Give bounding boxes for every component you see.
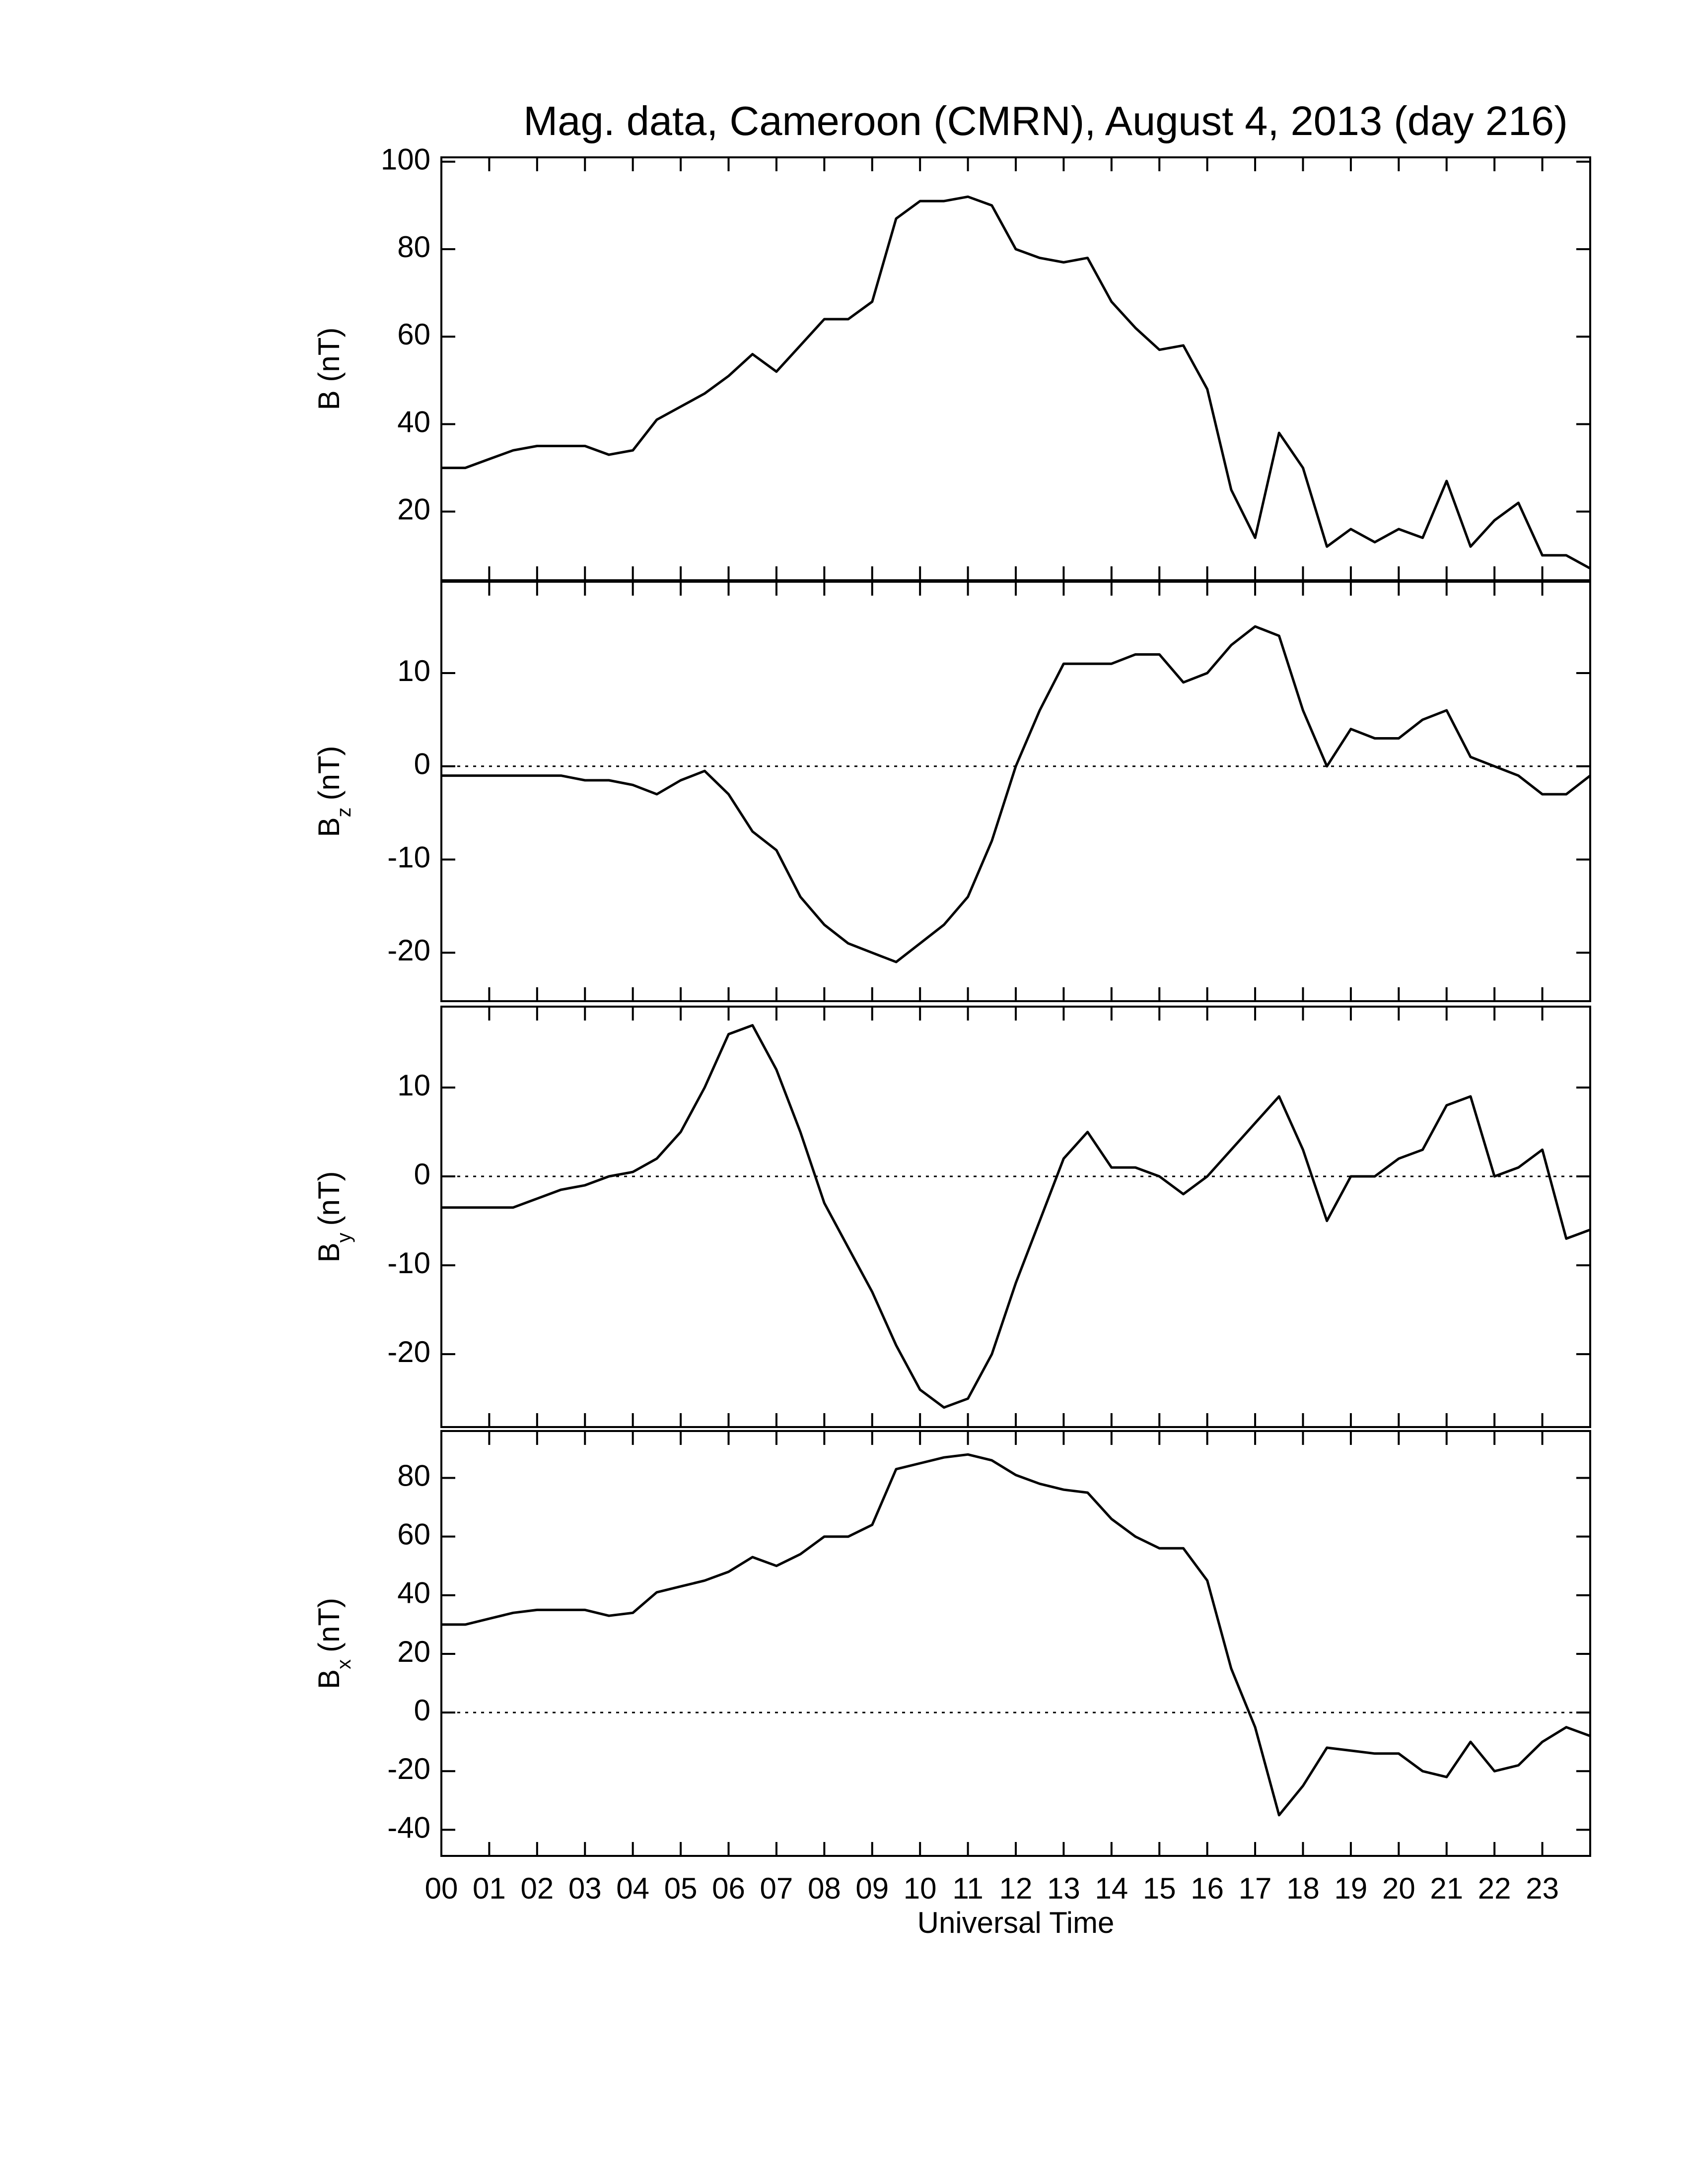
x-tick-label: 02: [520, 1872, 554, 1905]
chart-title: Mag. data, Cameroon (CMRN), August 4, 20…: [523, 98, 1568, 144]
y-label-unit: (nT): [312, 1171, 346, 1226]
data-line: [441, 1453, 1591, 1817]
y-tick-label: 20: [397, 1635, 430, 1668]
y-tick-label: 40: [397, 405, 430, 438]
y-label-sub: z: [333, 807, 355, 817]
x-tick-label: 18: [1286, 1872, 1320, 1905]
x-tick-label: 03: [568, 1872, 602, 1905]
y-axis-label: Bz (nT): [312, 746, 355, 837]
x-tick-label: 14: [1095, 1872, 1128, 1905]
y-label-main: B: [312, 1242, 346, 1262]
x-tick-label: 07: [760, 1872, 793, 1905]
x-tick-label: 11: [952, 1872, 983, 1905]
x-tick-label: 13: [1047, 1872, 1080, 1905]
y-tick-label: 10: [397, 1069, 430, 1102]
y-tick-label: 40: [397, 1576, 430, 1610]
x-tick-label: 21: [1430, 1872, 1463, 1905]
y-label-main: B: [312, 817, 346, 837]
y-tick-label: -20: [387, 1335, 430, 1368]
y-tick-label: 60: [397, 1518, 430, 1551]
x-tick-label: 00: [425, 1872, 458, 1905]
data-line: [441, 1024, 1591, 1409]
x-tick-label: 17: [1239, 1872, 1272, 1905]
x-tick-label: 01: [473, 1872, 506, 1905]
x-tick-label: 15: [1143, 1872, 1176, 1905]
x-tick-label: 04: [616, 1872, 649, 1905]
y-tick-label: 80: [397, 230, 430, 264]
x-tick-label: 06: [712, 1872, 745, 1905]
x-tick-label: 12: [999, 1872, 1033, 1905]
y-label-sub: x: [333, 1659, 355, 1669]
plot-frame: [440, 581, 1591, 1002]
y-label-main: B: [312, 1669, 346, 1689]
y-label-unit: (nT): [312, 746, 346, 800]
y-axis-label: B (nT): [312, 328, 346, 410]
x-tick-label: 22: [1478, 1872, 1511, 1905]
x-tick-label: 20: [1382, 1872, 1415, 1905]
y-label-unit: (nT): [312, 1598, 346, 1652]
y-tick-label: 0: [414, 1158, 430, 1191]
y-axis-label: Bx (nT): [312, 1598, 355, 1689]
x-tick-label: 16: [1191, 1872, 1224, 1905]
y-tick-label: -20: [387, 934, 430, 967]
y-tick-label: -40: [387, 1811, 430, 1844]
x-tick-label: 10: [904, 1872, 937, 1905]
x-tick-label: 05: [664, 1872, 698, 1905]
plot-frame: [440, 156, 1591, 581]
y-tick-label: 0: [414, 748, 430, 781]
x-tick-label: 08: [808, 1872, 841, 1905]
data-line: [441, 195, 1591, 570]
y-label-sub: y: [333, 1232, 355, 1242]
x-tick-label: 09: [855, 1872, 889, 1905]
y-tick-label: -20: [387, 1752, 430, 1785]
y-tick-label: 0: [414, 1694, 430, 1727]
y-tick-label: 20: [397, 493, 430, 526]
y-tick-label: -10: [387, 1246, 430, 1280]
y-tick-label: 100: [381, 143, 430, 176]
y-tick-label: 60: [397, 318, 430, 351]
y-axis-label: By (nT): [312, 1171, 355, 1262]
x-tick-label: 19: [1335, 1872, 1368, 1905]
y-tick-label: -10: [387, 840, 430, 874]
y-tick-label: 80: [397, 1459, 430, 1492]
plot-frame: [440, 1006, 1591, 1428]
plot-frame: [440, 1430, 1591, 1857]
data-line: [441, 625, 1591, 963]
y-tick-label: 10: [397, 654, 430, 687]
x-tick-label: 23: [1526, 1872, 1559, 1905]
x-axis-label: Universal Time: [917, 1906, 1115, 1939]
